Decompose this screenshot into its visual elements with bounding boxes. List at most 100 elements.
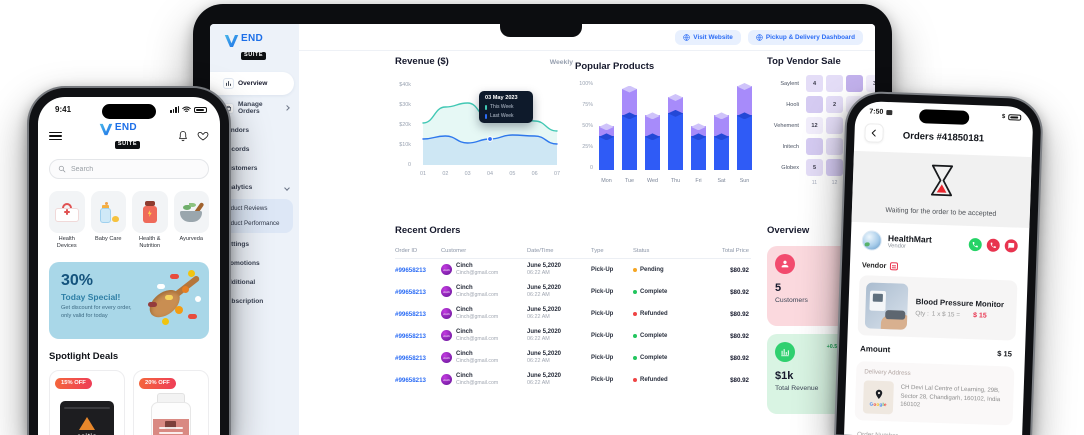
heatmap-cell-hooli-12[interactable]: 2 [826,96,843,113]
whatsapp-button[interactable] [968,237,983,251]
status-dot [633,290,637,294]
chat-button[interactable] [1004,238,1018,253]
bar-wed[interactable] [645,112,660,170]
waiting-status-text: Waiting for the order to be accepted [885,206,997,218]
revenue-period-selector[interactable]: Weekly [549,59,573,66]
sidebar-item-analytics[interactable]: Analytics [210,178,299,197]
customer-name: Cinch [456,285,473,292]
sidebar-item-subscription[interactable]: Subscription [210,292,299,311]
heatmap-cell-hooli-11[interactable] [806,96,823,113]
category-baby-care[interactable]: Baby Care [90,191,126,250]
banner-desc-line1: Get discount for every order, [61,304,132,311]
order-id-link[interactable]: #99658213 [395,288,426,296]
order-type: Pick-Up [591,355,614,361]
order-product-card[interactable]: Blood Pressure Monitor Qty : 1 x $ 15 = … [857,275,1018,341]
map-thumbnail[interactable]: Google [862,380,894,415]
order-id-link[interactable]: #99658213 [395,354,426,362]
order-row-4[interactable]: #99658213 cinch Cinch Cinch@gmail.com June 5… [395,347,751,369]
sidebar-item-label: Vendors [223,127,250,134]
heatmap-cell-globex-11[interactable]: 5 [806,159,823,176]
customer-cell: cinch Cinch Cinch@gmail.com [441,307,527,320]
pickup-delivery-dashboard-button[interactable]: Pickup & Delivery Dashboard [747,29,863,45]
revenue-chart-icon [775,342,795,362]
sidebar-item-settings[interactable]: Settings [210,235,299,254]
bar-top-segment [622,85,637,116]
category-health-devices[interactable]: Health Devices [49,191,85,250]
popular-bar-chart[interactable] [599,83,755,170]
vendor-note-icon[interactable] [890,261,899,270]
heatmap-col-label: 11 [811,180,818,186]
order-row-0[interactable]: #99658213 cinch Cinch Cinch@gmail.com June 5… [395,259,751,281]
top-vendor-sale-title: Top Vendor Sale [767,56,841,67]
order-id-link[interactable]: #99658213 [395,332,426,340]
bar-mon[interactable] [599,123,614,170]
bar-thu[interactable] [668,93,683,170]
y-tick-label: 0 [408,162,411,168]
search-bar[interactable] [49,159,209,179]
sidebar-item-product-performance[interactable]: Product Performance [210,216,293,231]
category-ayurveda[interactable]: Ayurveda [173,191,209,250]
deal-card-asitis[interactable]: 15% OFF asitis [49,369,125,435]
visit-website-button[interactable]: Visit Website [675,29,741,45]
google-logo: Google [869,401,887,408]
heatmap-cell-saylent-13[interactable] [846,75,863,92]
sidebar-item-customers[interactable]: Customers [210,159,299,178]
heatmap-cell-vehement-12[interactable] [826,117,843,134]
call-button[interactable] [986,238,1000,252]
heatmap-cell-globex-12[interactable] [826,159,843,176]
heatmap-cell-saylent-14[interactable]: 3 [866,75,875,92]
y-tick-label: $10k [399,142,411,148]
sidebar-item-product-reviews[interactable]: Product Reviews [210,201,293,216]
order-row-1[interactable]: #99658213 cinch Cinch Cinch@gmail.com June 5… [395,281,751,303]
order-row-3[interactable]: #99658213 cinch Cinch Cinch@gmail.com June 5… [395,325,751,347]
total-revenue-label: Total Revenue [775,385,819,392]
recent-orders-table: Order ID Customer Date/Time Type Status Total… [395,244,751,391]
search-input[interactable] [71,165,200,173]
wishlist-heart-icon[interactable] [197,130,209,142]
status-dot [633,334,637,338]
heatmap-cell-initech-12[interactable] [826,138,843,155]
bar-fri[interactable] [691,123,706,170]
bar-tue[interactable] [622,85,637,170]
order-row-2[interactable]: #99658213 cinch Cinch Cinch@gmail.com June 5… [395,303,751,325]
heatmap-cell-vehement-11[interactable]: 12 [806,117,823,134]
sidebar-item-label: Subscription [223,298,264,305]
order-row-5[interactable]: #99658213 cinch Cinch Cinch@gmail.com June 5… [395,369,751,391]
bar-sun[interactable] [737,83,752,170]
today-special-banner[interactable]: 30% Today Special! Get discount for ever… [49,261,209,339]
order-id-link[interactable]: #99658213 [395,310,426,318]
sidebar-item-promotions[interactable]: Promotions [210,254,299,273]
dynamic-island [918,109,970,125]
sidebar-item-additional[interactable]: Additional [210,273,299,292]
spotlight-deals-title: Spotlight Deals [49,350,119,362]
bar-sat[interactable] [714,112,729,170]
sidebar-item-vendors[interactable]: Vendors [210,121,299,140]
deal-card-supplement[interactable]: 20% OFF [133,369,209,435]
last-week-swatch [485,113,487,119]
logo-text-suite: SUITE [114,141,141,149]
revenue-y-axis: $40k $30k $20k $10k 0 [395,75,413,168]
customer-avatar: cinch [441,308,452,320]
logo-text-end: END [241,33,264,44]
heatmap-cell-saylent-12[interactable] [826,75,843,92]
back-button[interactable] [864,123,884,143]
globe-icon [756,33,763,41]
order-id-link[interactable]: #99658213 [395,376,426,384]
sidebar-item-overview[interactable]: Overview [210,72,294,95]
y-tick-label: 75% [582,102,593,108]
discount-badge: 15% OFF [55,377,92,389]
sidebar-item-label: Analytics [223,184,253,191]
category-health-nutrition[interactable]: Health & Nutrition [132,191,168,250]
notifications-bell-icon[interactable] [177,130,189,142]
order-status: Complete [633,355,695,361]
order-id-link[interactable]: #99658213 [395,266,426,274]
pill-graphic [195,295,201,302]
bar-top-segment [645,112,660,137]
customer-name: Cinch [456,351,473,358]
heatmap-cell-initech-11[interactable] [806,138,823,155]
hamburger-menu-icon[interactable] [49,130,62,143]
heatmap-cell-saylent-11[interactable]: 4 [806,75,823,92]
sidebar-item-records[interactable]: Records [210,140,299,159]
qty-detail: 1 x $ 15 = [931,310,961,319]
